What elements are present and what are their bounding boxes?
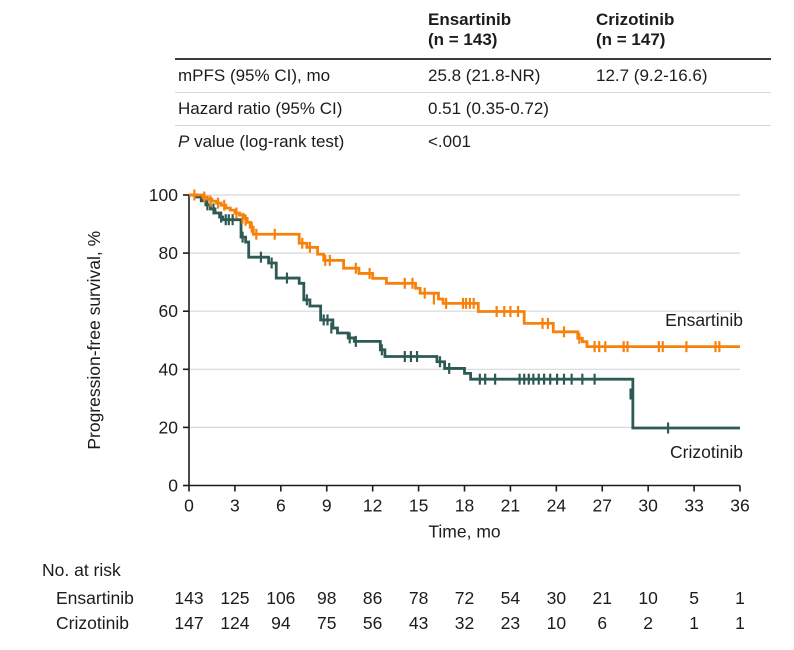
risk-count-crizotinib: 1 [735,613,745,633]
risk-count-crizotinib: 6 [597,613,607,633]
x-tick-label: 18 [455,496,474,516]
y-tick-label: 60 [159,301,179,321]
curve-label-crizotinib: Crizotinib [670,442,743,462]
x-tick-label: 33 [684,496,703,516]
risk-count-ensartinib: 72 [455,588,474,608]
risk-table-title: No. at risk [42,560,121,580]
stats-value-crizotinib: 12.7 (9.2-16.6) [596,66,708,85]
risk-count-ensartinib: 106 [266,588,295,608]
stats-value-ensartinib: 0.51 (0.35-0.72) [428,99,549,118]
stats-header-ensartinib: Ensartinib (n = 143) [428,10,596,50]
stats-row-label: Hazard ratio (95% CI) [175,99,428,119]
x-tick-label: 21 [501,496,520,516]
stats-row-mpfs: mPFS (95% CI), mo 25.8 (21.8-NR) 12.7 (9… [175,60,771,93]
risk-count-ensartinib: 10 [638,588,658,608]
risk-count-ensartinib: 78 [409,588,428,608]
stats-label-italic: P [178,132,190,151]
risk-count-crizotinib: 75 [317,613,336,633]
arm-name: Crizotinib [596,10,675,29]
x-tick-label: 27 [593,496,612,516]
x-tick-label: 15 [409,496,428,516]
risk-row-label-crizotinib: Crizotinib [56,613,129,633]
x-tick-label: 30 [638,496,658,516]
risk-count-ensartinib: 98 [317,588,336,608]
stats-row-label: P value (log-rank test) [175,132,428,152]
y-tick-label: 20 [159,417,179,437]
stats-label-text: value (log-rank test) [189,132,345,151]
risk-count-crizotinib: 1 [689,613,699,633]
risk-count-crizotinib: 124 [220,613,249,633]
x-tick-label: 24 [547,496,567,516]
stats-value-ensartinib: 25.8 (21.8-NR) [428,66,541,85]
y-tick-label: 80 [159,243,179,263]
risk-count-ensartinib: 86 [363,588,382,608]
risk-count-crizotinib: 94 [271,613,291,633]
stats-table: Ensartinib (n = 143) Crizotinib (n = 147… [175,10,771,158]
risk-count-crizotinib: 2 [643,613,653,633]
stats-label-text: mPFS (95% CI), mo [178,66,331,85]
y-axis-title: Progression-free survival, % [84,231,104,450]
risk-row-label-ensartinib: Ensartinib [56,588,134,608]
stats-row-pvalue: P value (log-rank test) <.001 [175,126,771,158]
arm-n: (n = 147) [596,30,666,49]
risk-count-crizotinib: 23 [501,613,520,633]
risk-count-crizotinib: 43 [409,613,428,633]
risk-count-ensartinib: 54 [501,588,521,608]
arm-n: (n = 143) [428,30,498,49]
y-tick-label: 40 [159,359,179,379]
risk-count-ensartinib: 21 [593,588,612,608]
arm-name: Ensartinib [428,10,512,29]
x-tick-label: 9 [322,496,332,516]
x-tick-label: 0 [184,496,194,516]
stats-header-crizotinib: Crizotinib (n = 147) [596,10,774,50]
x-axis-title: Time, mo [428,522,500,542]
y-tick-label: 100 [149,185,178,205]
stats-row-hazard-ratio: Hazard ratio (95% CI) 0.51 (0.35-0.72) [175,93,771,126]
x-tick-label: 3 [230,496,240,516]
risk-count-ensartinib: 143 [174,588,203,608]
risk-count-ensartinib: 30 [547,588,567,608]
x-tick-label: 6 [276,496,286,516]
risk-count-ensartinib: 125 [220,588,249,608]
stats-table-header: Ensartinib (n = 143) Crizotinib (n = 147… [175,10,771,60]
risk-count-crizotinib: 32 [455,613,474,633]
risk-count-ensartinib: 1 [735,588,745,608]
risk-count-crizotinib: 10 [547,613,567,633]
stats-value-ensartinib: <.001 [428,132,472,151]
risk-count-crizotinib: 56 [363,613,382,633]
risk-count-crizotinib: 147 [174,613,203,633]
y-tick-label: 0 [168,476,178,496]
km-curve-crizotinib [189,193,740,430]
stats-row-label: mPFS (95% CI), mo [175,66,428,86]
x-tick-label: 12 [363,496,382,516]
risk-count-ensartinib: 5 [689,588,699,608]
stats-label-text: Hazard ratio (95% CI) [178,99,343,118]
x-tick-label: 36 [730,496,749,516]
curve-label-ensartinib: Ensartinib [665,310,743,330]
km-curve-ensartinib [189,193,740,349]
